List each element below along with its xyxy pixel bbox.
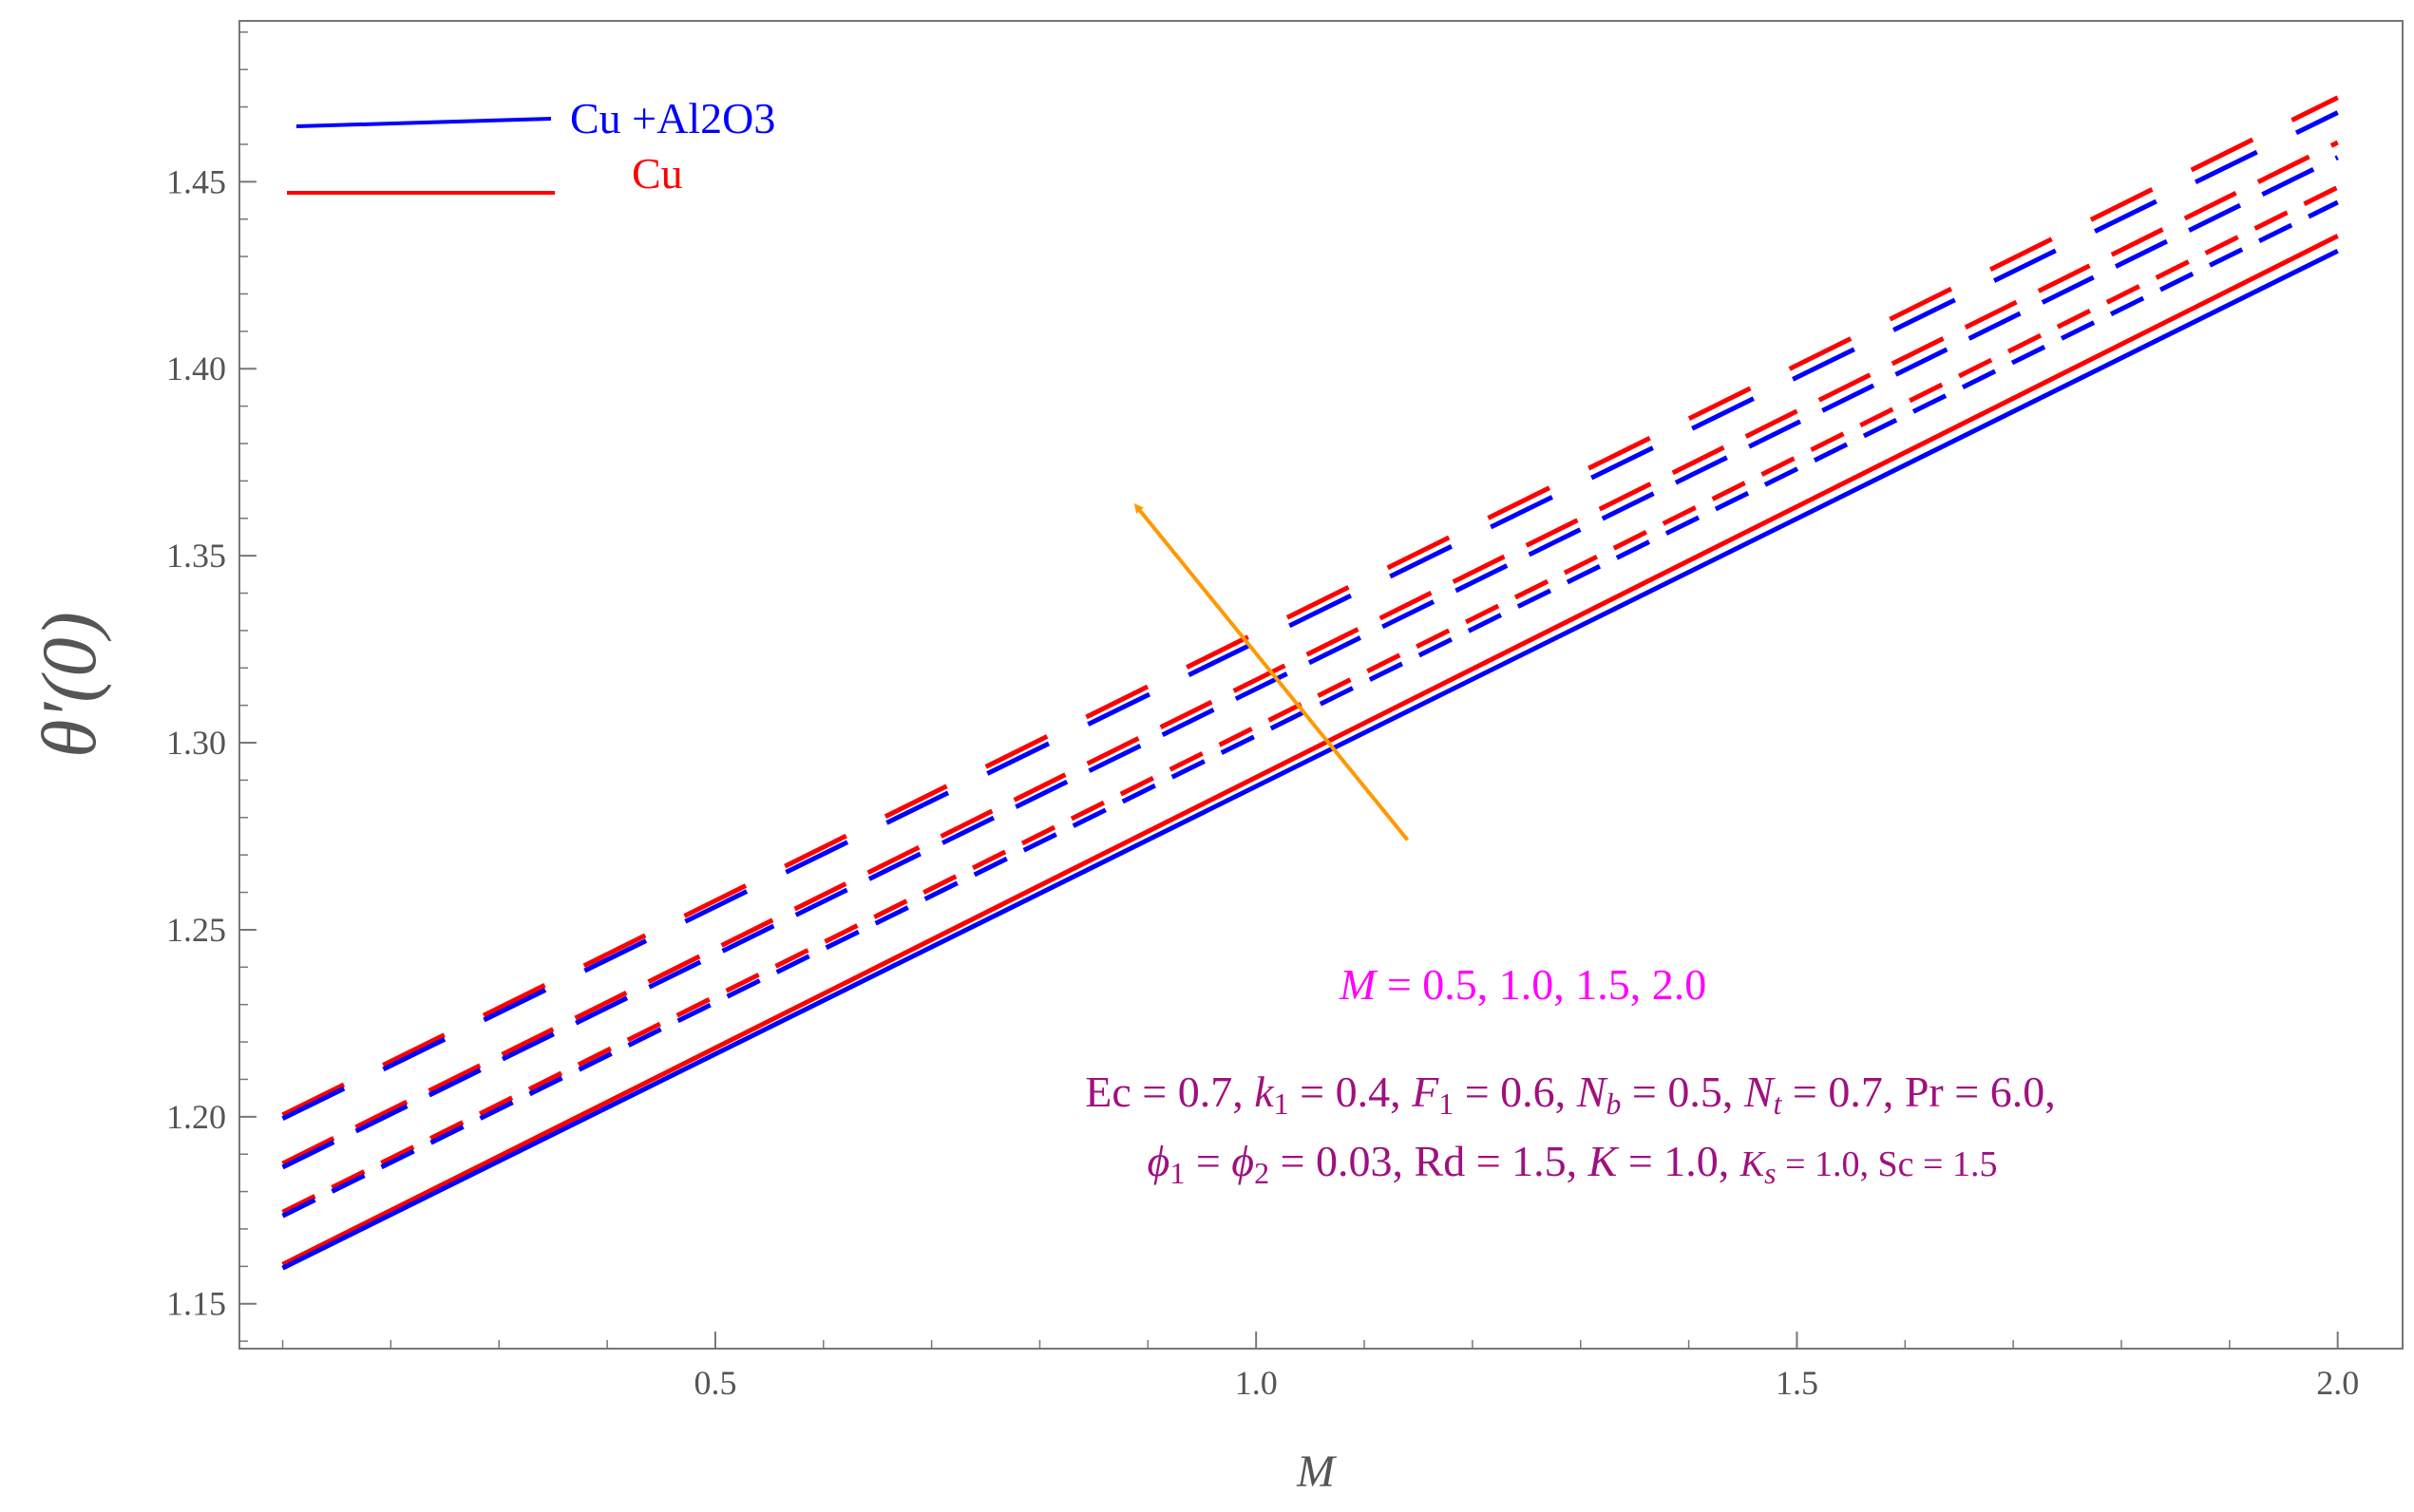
legend-line-cu-al2o3 <box>295 117 552 128</box>
annotation-m-values: M = 0.5, 1.0, 1.5, 2.0 <box>1339 960 1706 1009</box>
x-tick-label: 0.5 <box>694 1364 736 1402</box>
x-axis-label: M <box>1296 1446 1338 1497</box>
x-tick-label: 1.0 <box>1235 1364 1278 1402</box>
y-axis: 1.15 1.20 1.25 1.30 1.35 1.40 1.45 <box>166 31 257 1342</box>
series-line-6 <box>281 95 2339 1118</box>
y-axis-label: θ′(0) <box>26 612 112 758</box>
x-tick-label: 2.0 <box>2316 1364 2359 1402</box>
arrow-layer <box>1133 503 1410 841</box>
y-tick-label: 1.30 <box>166 724 226 762</box>
y-tick-label: 1.15 <box>166 1285 226 1323</box>
series-line-2 <box>281 184 2339 1215</box>
annotation-parameters-line-1: Ec = 0.7, k1 = 0.4, F1 = 0.6, Nb = 0.5, … <box>1085 1068 2055 1121</box>
series-line-1 <box>281 248 2339 1271</box>
series-line-5 <box>281 155 2339 1170</box>
series-layer <box>281 95 2339 1271</box>
y-tick-label: 1.35 <box>166 537 226 575</box>
legend-label-cu-al2o3: Cu +Al2O3 <box>570 94 775 142</box>
legend: Cu +Al2O3 Cu <box>287 94 775 198</box>
y-tick-label: 1.20 <box>166 1098 226 1136</box>
y-tick-label: 1.25 <box>166 911 226 949</box>
x-axis: 0.5 1.0 1.5 2.0 <box>281 1332 2359 1402</box>
arrow <box>1133 503 1410 841</box>
annotation-parameters-line-2: ϕ1 = ϕ2 = 0.03, Rd = 1.5, K = 1.0, Ks = … <box>1148 1137 1998 1190</box>
y-tick-label: 1.45 <box>166 162 226 200</box>
x-tick-label: 1.5 <box>1776 1364 1818 1402</box>
series-line-7 <box>281 110 2339 1122</box>
series-line-0 <box>281 234 2339 1267</box>
plot-frame <box>238 20 2404 1350</box>
series-line-3 <box>281 199 2339 1219</box>
series-line-4 <box>281 140 2339 1166</box>
y-tick-label: 1.40 <box>166 350 226 387</box>
legend-label-cu: Cu <box>632 149 683 198</box>
